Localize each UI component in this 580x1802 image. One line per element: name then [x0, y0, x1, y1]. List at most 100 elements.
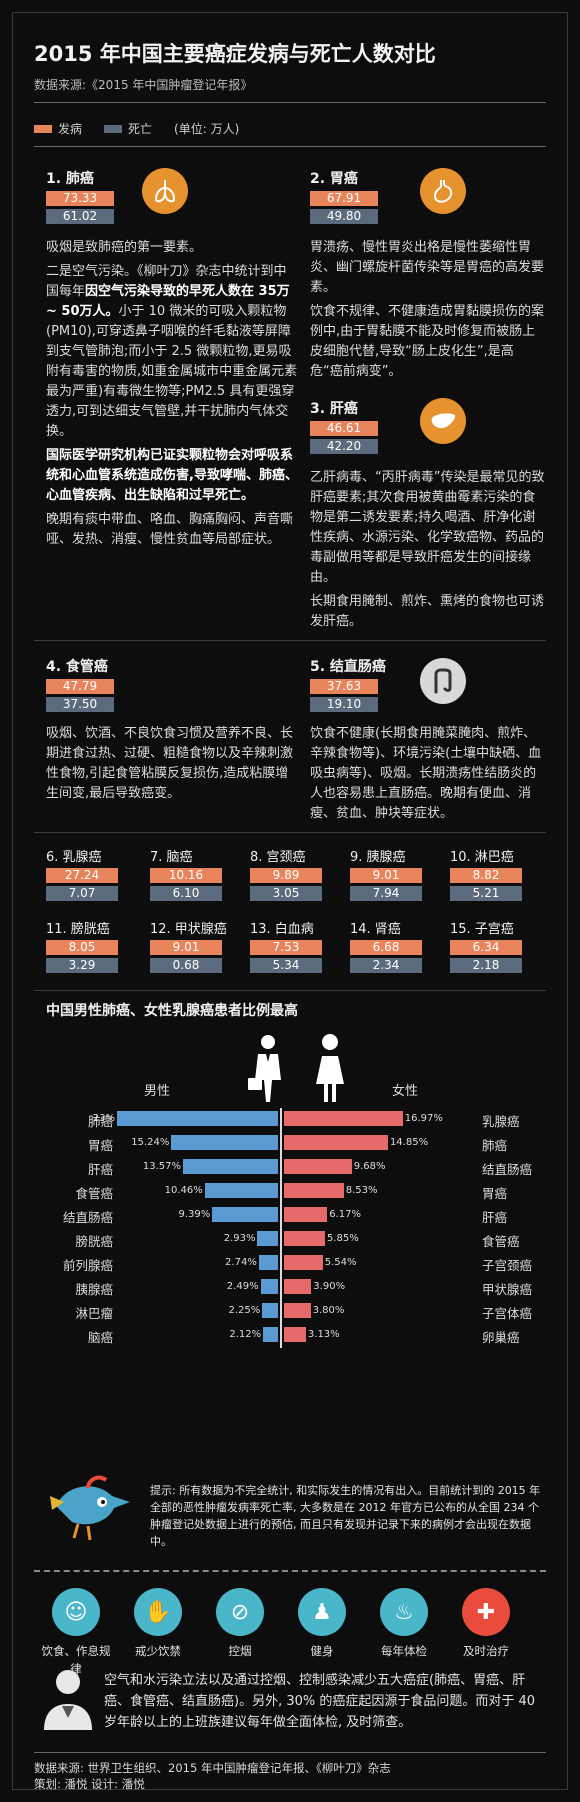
- incidence-bar: 47.79: [46, 679, 114, 694]
- death-bar: 5.21: [450, 886, 522, 901]
- lungs-icon: [142, 168, 188, 214]
- cancer-lung: 1. 肺癌 73.33 61.02: [46, 168, 146, 227]
- divider: [34, 990, 546, 991]
- male-bar: [262, 1303, 278, 1318]
- male-value-label: 10.46%: [164, 1185, 203, 1196]
- death-bar: 19.10: [310, 697, 378, 712]
- data-source: 数据来源:《2015 年中国肿瘤登记年报》: [34, 78, 253, 92]
- advice-label: 及时治疗: [463, 1644, 509, 1658]
- death-bar: 37.50: [46, 697, 114, 712]
- brain-icon: ☺: [52, 1588, 100, 1636]
- death-bar: 42.20: [310, 439, 378, 454]
- male-bar: [260, 1279, 278, 1294]
- incidence-bar: 9.89: [250, 868, 322, 883]
- doctor-icon: [44, 1670, 92, 1730]
- male-value-label: 2.93%: [223, 1233, 256, 1244]
- female-bar: [284, 1135, 388, 1150]
- footer-credits: 策划: 潘悦 设计: 潘悦: [34, 1777, 145, 1791]
- male-value-label: 15.24%: [131, 1137, 170, 1148]
- female-cancer-label: 乳腺癌: [482, 1114, 520, 1129]
- incidence-bar: 6.34: [450, 940, 522, 955]
- page-title: 2015 年中国主要癌症发病与死亡人数对比: [34, 42, 436, 66]
- stomach-icon: [420, 168, 466, 214]
- male-cancer-label: 肝癌: [87, 1162, 113, 1177]
- advice-label: 每年体检: [381, 1644, 427, 1658]
- divider: [34, 640, 546, 641]
- disclaimer-tip: 提示: 所有数据为不完全统计, 和实际发生的情况有出入。目前统计到的 2015 …: [150, 1484, 541, 1548]
- male-bar: [171, 1135, 278, 1150]
- gender-row: 脑癌 2.12% 3.13% 卵巢癌: [0, 1324, 580, 1346]
- advice-label: 戒少饮禁: [135, 1644, 181, 1658]
- gender-row: 淋巴瘤 2.25% 3.80% 子宫体癌: [0, 1300, 580, 1322]
- lung-description: 吸烟是致肺癌的第一要素。 二是空气污染。《柳叶刀》杂志中统计到中国每年因空气污染…: [46, 240, 298, 547]
- female-cancer-label: 结直肠癌: [482, 1162, 533, 1177]
- female-value-label: 3.90%: [313, 1281, 346, 1292]
- female-bar: [284, 1111, 403, 1126]
- death-bar: 3.29: [46, 958, 118, 973]
- gender-row: 膀胱癌 2.93% 5.85% 食管癌: [0, 1228, 580, 1250]
- cancer-card: 11. 膀胱癌 8.05 3.29: [46, 918, 136, 976]
- male-bar: [212, 1207, 278, 1222]
- incidence-bar: 9.01: [350, 868, 422, 883]
- cancer-colorectal: 5. 结直肠癌 37.63 19.10: [310, 656, 420, 715]
- incidence-bar: 10.16: [150, 868, 222, 883]
- cancer-card: 13. 白血病 7.53 5.34: [250, 918, 340, 976]
- male-bar: [257, 1231, 278, 1246]
- legend-incidence-label: 发病: [58, 122, 83, 136]
- female-cancer-label: 卵巢癌: [482, 1330, 520, 1345]
- gender-row: 前列腺癌 2.74% 5.54% 子宫颈癌: [0, 1252, 580, 1274]
- cancer-name: 3. 肝癌: [310, 401, 358, 417]
- male-value-label: 2.25%: [228, 1305, 261, 1316]
- liver-icon: [420, 398, 466, 444]
- death-bar: 2.34: [350, 958, 422, 973]
- death-bar: 7.94: [350, 886, 422, 901]
- incidence-bar: 67.91: [310, 191, 378, 206]
- male-bar: [204, 1183, 278, 1198]
- cancer-liver: 3. 肝癌 46.61 42.20: [310, 398, 410, 457]
- incidence-bar: 8.05: [46, 940, 118, 955]
- male-bar: [117, 1111, 278, 1126]
- female-value-label: 8.53%: [345, 1185, 378, 1196]
- cancer-name: 7. 脑癌: [150, 850, 193, 865]
- female-value-label: 6.17%: [329, 1209, 361, 1220]
- businessman-icon: [248, 1035, 281, 1102]
- female-bar: [284, 1279, 312, 1294]
- cancer-card: 15. 子宫癌 6.34 2.18: [450, 918, 540, 976]
- legend-death-label: 死亡: [128, 122, 153, 136]
- death-bar: 6.10: [150, 886, 222, 901]
- incidence-bar: 7.53: [250, 940, 322, 955]
- liver-description: 乙肝病毒、“丙肝病毒”传染是最常见的致肝癌要素;其次食用被黄曲霉素污染的食物是第…: [310, 470, 545, 629]
- incidence-bar: 6.68: [350, 940, 422, 955]
- divider: [34, 146, 546, 147]
- male-cancer-label: 淋巴瘤: [75, 1306, 113, 1321]
- death-bar: 5.34: [250, 958, 322, 973]
- death-bar: 7.07: [46, 886, 118, 901]
- female-bar: [284, 1207, 328, 1222]
- cancer-name: 11. 膀胱癌: [46, 922, 110, 937]
- gender-chart-title: 中国男性肺癌、女性乳腺癌患者比例最高: [46, 1003, 298, 1019]
- male-value-label: 2.12%: [229, 1329, 262, 1340]
- female-bar: [284, 1327, 306, 1342]
- no-drink-icon: ✋: [134, 1588, 182, 1636]
- female-bar: [284, 1303, 311, 1318]
- cancer-name: 15. 子宫癌: [450, 922, 514, 937]
- incidence-bar: 37.63: [310, 679, 378, 694]
- running-icon: ♟: [298, 1588, 346, 1636]
- death-bar: 2.18: [450, 958, 522, 973]
- cancer-card: 9. 胰腺癌 9.01 7.94: [350, 846, 440, 904]
- male-cancer-label: 结直肠癌: [62, 1210, 113, 1225]
- cancer-name: 10. 淋巴癌: [450, 850, 514, 865]
- male-label: 男性: [144, 1084, 171, 1099]
- female-value-label: 3.13%: [307, 1329, 340, 1340]
- page-frame: [12, 12, 568, 1790]
- cancer-name: 6. 乳腺癌: [46, 850, 102, 865]
- gender-row: 胰腺癌 2.49% 3.90% 甲状腺癌: [0, 1276, 580, 1298]
- male-cancer-label: 胃癌: [87, 1138, 113, 1153]
- businesswoman-icon: [316, 1034, 344, 1102]
- death-bar: 0.68: [150, 958, 222, 973]
- male-value-label: 2.74%: [225, 1257, 257, 1268]
- cancer-card: 12. 甲状腺癌 9.01 0.68: [150, 918, 240, 976]
- death-bar: 3.05: [250, 886, 322, 901]
- advice-label: 控烟: [228, 1644, 252, 1658]
- cancer-esophagus: 4. 食管癌 47.79 37.50: [46, 656, 156, 715]
